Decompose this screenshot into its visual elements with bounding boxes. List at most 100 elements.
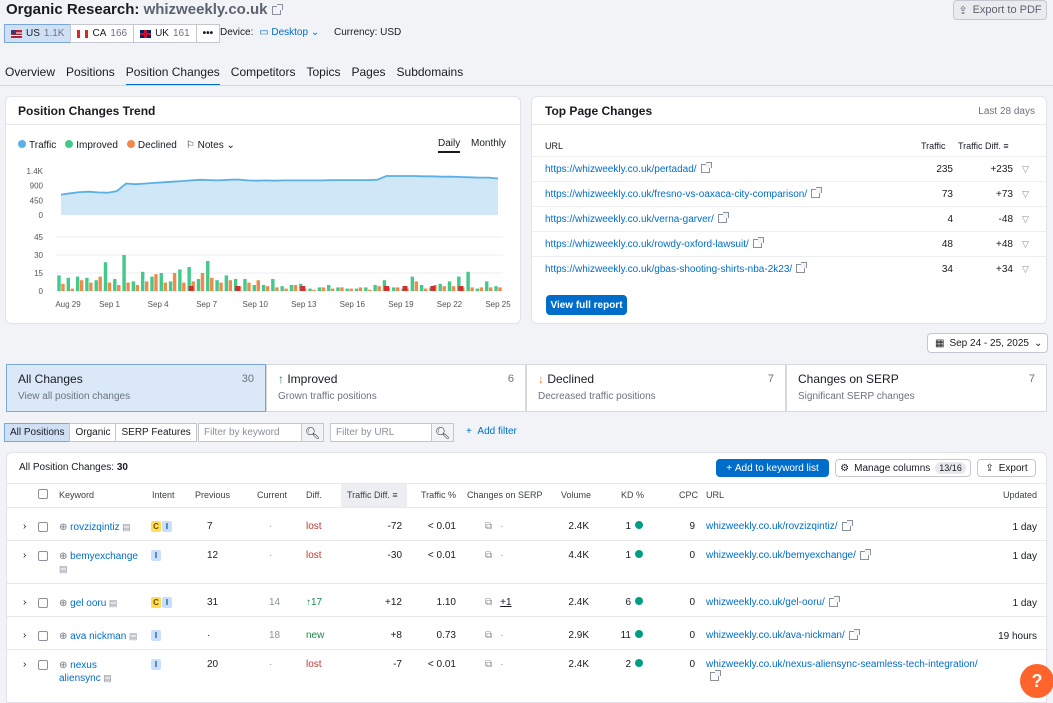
note-marker-icon[interactable]: [235, 286, 241, 291]
note-marker-icon[interactable]: [188, 286, 194, 291]
improved-bar[interactable]: [475, 288, 480, 291]
improved-bar[interactable]: [168, 281, 173, 291]
improved-bar[interactable]: [252, 285, 256, 291]
row-checkbox[interactable]: [38, 631, 48, 641]
top-page-url[interactable]: https://whizweekly.co.uk/rowdy-oxford-la…: [545, 237, 905, 250]
th-updated[interactable]: Updated: [1003, 490, 1038, 500]
daily-toggle[interactable]: Daily: [438, 138, 461, 153]
filter-tab-improved[interactable]: ↑ Improved Grown traffic positions 6: [266, 364, 526, 412]
row-checkbox[interactable]: [38, 551, 48, 561]
serp-features-icon[interactable]: ⧉: [485, 550, 493, 561]
declined-bar[interactable]: [368, 289, 372, 291]
declined-bar[interactable]: [79, 280, 84, 291]
improved-bar[interactable]: [131, 281, 136, 291]
external-link-icon[interactable]: [700, 162, 712, 174]
filter-icon[interactable]: ▽: [1022, 213, 1029, 224]
filter-icon[interactable]: ▽: [1022, 163, 1029, 174]
serp-snapshot-icon[interactable]: ▤: [106, 598, 118, 608]
th-previous[interactable]: Previous: [195, 490, 231, 500]
serp-features-icon[interactable]: ⧉: [485, 597, 493, 608]
declined-bar[interactable]: [265, 286, 270, 291]
serp-snapshot-icon[interactable]: ▤: [126, 631, 138, 641]
improved-bar[interactable]: [206, 261, 210, 291]
ranking-url-link[interactable]: whizweekly.co.uk/gel-ooru/: [706, 597, 825, 608]
th-diff[interactable]: Diff.: [306, 490, 322, 500]
declined-bar[interactable]: [284, 288, 288, 291]
add-keyword-icon[interactable]: ⊕: [59, 522, 71, 533]
legend-traffic[interactable]: Traffic: [18, 140, 56, 151]
declined-bar[interactable]: [489, 287, 493, 291]
row-checkbox[interactable]: [38, 522, 48, 532]
declined-bar[interactable]: [210, 277, 214, 291]
improved-bar[interactable]: [66, 277, 70, 291]
improved-bar[interactable]: [85, 277, 89, 291]
external-link-icon[interactable]: [841, 519, 853, 531]
declined-bar[interactable]: [228, 280, 233, 291]
th-current[interactable]: Current: [257, 490, 288, 500]
keyword-link[interactable]: ava nickman: [70, 631, 127, 642]
keyword-link[interactable]: nexus aliensync: [59, 660, 101, 684]
external-link-icon[interactable]: [710, 669, 721, 681]
improved-bar[interactable]: [233, 279, 238, 291]
top-page-url-text[interactable]: https://whizweekly.co.uk/pertadad/: [545, 163, 697, 175]
declined-bar[interactable]: [330, 288, 335, 291]
improved-bar[interactable]: [224, 275, 229, 291]
external-link-icon[interactable]: [848, 628, 860, 640]
declined-bar[interactable]: [182, 282, 186, 291]
declined-bar[interactable]: [117, 285, 121, 291]
add-keyword-icon[interactable]: ⊕: [59, 660, 71, 671]
th-changes-on-serp[interactable]: Changes on SERP: [467, 490, 543, 500]
improved-bar[interactable]: [215, 280, 219, 291]
top-page-url-text[interactable]: https://whizweekly.co.uk/rowdy-oxford-la…: [545, 238, 749, 250]
improved-bar[interactable]: [354, 288, 359, 291]
external-link-icon[interactable]: [859, 548, 871, 560]
declined-bar[interactable]: [470, 287, 474, 291]
improved-bar[interactable]: [75, 276, 80, 291]
ranking-url-link[interactable]: whizweekly.co.uk/nexus-aliensync-seamles…: [706, 659, 978, 670]
expand-chevron-icon[interactable]: ›: [23, 521, 27, 532]
th-traffic-pct[interactable]: Traffic %: [421, 490, 457, 500]
improved-bar[interactable]: [336, 287, 340, 291]
improved-bar[interactable]: [382, 280, 387, 291]
improved-bar[interactable]: [392, 287, 396, 291]
help-button[interactable]: ?: [1020, 664, 1053, 698]
keyword-link[interactable]: rovzizqintiz: [70, 522, 120, 533]
external-link-icon[interactable]: [717, 212, 729, 224]
th-url[interactable]: URL: [706, 490, 725, 500]
top-page-url[interactable]: https://whizweekly.co.uk/fresno-vs-oaxac…: [545, 187, 905, 200]
monthly-toggle[interactable]: Monthly: [471, 138, 507, 149]
declined-bar[interactable]: [358, 287, 363, 291]
improved-bar[interactable]: [308, 288, 312, 291]
more-databases-button[interactable]: •••: [195, 24, 221, 43]
keyword-link[interactable]: gel ooru: [70, 598, 107, 609]
improved-bar[interactable]: [494, 286, 498, 291]
top-page-url[interactable]: https://whizweekly.co.uk/verna-garver/: [545, 212, 905, 225]
improved-bar[interactable]: [113, 279, 117, 291]
serp-features-icon[interactable]: ⧉: [485, 630, 493, 641]
chip-serp-features[interactable]: SERP Features: [115, 423, 197, 442]
add-keyword-icon[interactable]: ⊕: [59, 631, 71, 642]
ranking-url-link[interactable]: whizweekly.co.uk/rovzizqintiz/: [706, 521, 838, 532]
declined-bar[interactable]: [451, 286, 456, 291]
external-link-icon[interactable]: [828, 595, 840, 607]
expand-chevron-icon[interactable]: ›: [23, 630, 27, 641]
declined-bar[interactable]: [247, 282, 251, 291]
search-icon[interactable]: 🔍︎: [302, 423, 324, 442]
declined-bar[interactable]: [396, 287, 400, 291]
improved-bar[interactable]: [178, 269, 182, 291]
ranking-url-link[interactable]: whizweekly.co.uk/bemyexchange/: [706, 550, 856, 561]
improved-bar[interactable]: [122, 255, 126, 291]
expand-chevron-icon[interactable]: ›: [23, 550, 27, 561]
th-kd[interactable]: KD %: [621, 490, 645, 500]
serp-features-icon[interactable]: ⧉: [485, 659, 493, 670]
serp-snapshot-icon[interactable]: ▤: [59, 564, 68, 574]
th-intent[interactable]: Intent: [152, 490, 175, 500]
declined-bar[interactable]: [498, 287, 502, 291]
external-link-icon[interactable]: [271, 3, 283, 15]
serp-snapshot-icon[interactable]: ▤: [100, 673, 112, 683]
declined-bar[interactable]: [144, 281, 149, 291]
row-checkbox[interactable]: [38, 598, 48, 608]
external-link-icon[interactable]: [811, 187, 823, 199]
note-marker-icon[interactable]: [383, 286, 389, 291]
declined-bar[interactable]: [349, 288, 353, 291]
